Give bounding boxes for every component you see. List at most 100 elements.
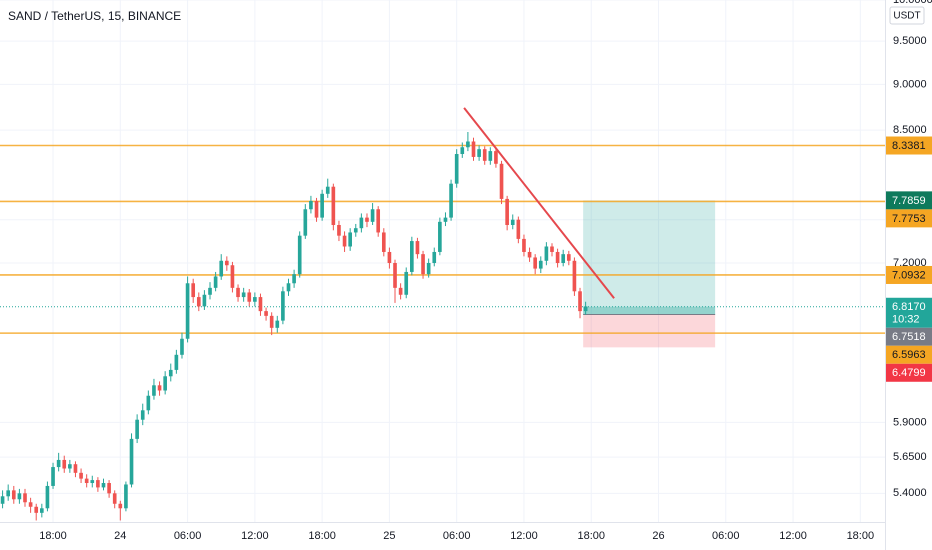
candle-body bbox=[79, 472, 83, 479]
x-tick-label: 26 bbox=[652, 530, 664, 542]
candle-body bbox=[34, 506, 39, 513]
candle-body bbox=[174, 354, 179, 370]
candle-body bbox=[337, 225, 341, 236]
candle-body bbox=[522, 238, 526, 252]
candle-body bbox=[258, 297, 263, 312]
candle-body bbox=[482, 149, 487, 161]
price-tag bbox=[886, 191, 932, 210]
candle-body bbox=[185, 283, 190, 339]
candle-body bbox=[348, 232, 352, 247]
candle-body bbox=[140, 410, 145, 420]
candle-body bbox=[544, 246, 549, 261]
candle-body bbox=[196, 297, 201, 307]
candle-body bbox=[107, 483, 111, 494]
price-tag bbox=[886, 297, 932, 328]
unit-box bbox=[889, 6, 925, 25]
candle-body bbox=[342, 235, 347, 247]
price-tag-label: 6.7518 bbox=[892, 331, 926, 343]
price-tag-label: 6.8170 bbox=[892, 301, 926, 313]
x-tick-label: 18:00 bbox=[577, 530, 605, 542]
candle-body bbox=[73, 464, 78, 473]
candle-body bbox=[303, 209, 308, 236]
candle-body bbox=[6, 490, 11, 497]
y-tick-label: 9.0000 bbox=[893, 78, 927, 90]
candle-body bbox=[415, 241, 420, 255]
price-tag bbox=[886, 363, 932, 382]
candle-body bbox=[269, 315, 274, 328]
candle-body bbox=[527, 251, 532, 258]
candle-body bbox=[550, 246, 554, 252]
candle-body bbox=[90, 480, 95, 484]
candle-body bbox=[219, 260, 224, 277]
open-pnl-zone bbox=[583, 306, 716, 315]
candle-body bbox=[421, 254, 425, 275]
candle-body bbox=[454, 154, 459, 184]
x-tick-label: 12:00 bbox=[241, 530, 269, 542]
candle-body bbox=[499, 163, 504, 199]
candle-body bbox=[146, 395, 151, 411]
candle-body bbox=[572, 260, 577, 292]
y-tick-label: 5.9000 bbox=[893, 416, 927, 428]
candle-body bbox=[253, 297, 257, 302]
candle-body bbox=[213, 276, 218, 288]
candle-body bbox=[376, 209, 381, 233]
candle-body bbox=[56, 459, 61, 468]
candle-body bbox=[477, 149, 481, 157]
candle-body bbox=[292, 274, 296, 284]
price-tag-label: 7.7859 bbox=[892, 195, 926, 207]
chart-title: SAND / TetherUS, 15, BINANCE bbox=[8, 9, 181, 23]
candle-body bbox=[247, 292, 252, 302]
price-tag bbox=[886, 209, 932, 228]
price-tag-label: 7.0932 bbox=[892, 269, 926, 281]
candle-body bbox=[96, 480, 100, 488]
candle-body bbox=[426, 263, 431, 275]
candle-body bbox=[0, 496, 5, 504]
y-tick-label: 7.2000 bbox=[893, 257, 927, 269]
price-tag bbox=[886, 327, 932, 346]
price-tag-label: 8.3381 bbox=[892, 140, 926, 152]
candle-body bbox=[353, 228, 358, 233]
price-tag bbox=[886, 265, 932, 284]
x-tick-label: 06:00 bbox=[443, 530, 471, 542]
price-tag-label: 6.5963 bbox=[892, 349, 926, 361]
candle-body bbox=[466, 141, 470, 148]
candle-body bbox=[566, 254, 571, 261]
y-tick-label: 10.0000 bbox=[893, 0, 932, 6]
candle-body bbox=[51, 467, 55, 486]
candle-body bbox=[118, 503, 123, 509]
candle-body bbox=[404, 271, 409, 295]
candle-body bbox=[510, 219, 515, 226]
trend-line bbox=[463, 107, 615, 299]
candle-body bbox=[583, 306, 588, 312]
candle-body bbox=[320, 193, 324, 218]
candle-body bbox=[561, 254, 566, 264]
target-zone bbox=[583, 200, 716, 315]
axes: 10.00009.50009.00008.50007.60007.20005.9… bbox=[39, 0, 932, 542]
candle-body bbox=[533, 257, 537, 269]
candle-body bbox=[191, 283, 196, 298]
candle-body bbox=[17, 493, 22, 500]
price-countdown: 10:32 bbox=[892, 314, 920, 326]
price-tag-label: 7.7753 bbox=[892, 213, 926, 225]
candle-body bbox=[23, 493, 27, 503]
candle-body bbox=[309, 200, 313, 210]
candle-body bbox=[180, 338, 184, 355]
candle-body bbox=[163, 376, 167, 391]
candle-body bbox=[152, 385, 156, 396]
candle-body bbox=[578, 291, 582, 312]
candle-body bbox=[387, 251, 392, 264]
plot-area bbox=[0, 107, 885, 521]
x-tick-label: 12:00 bbox=[510, 530, 538, 542]
x-tick-label: 18:00 bbox=[308, 530, 336, 542]
candle-body bbox=[281, 291, 285, 321]
candle-body bbox=[370, 209, 375, 222]
axis-unit: USDT bbox=[893, 11, 920, 22]
candle-body bbox=[410, 241, 414, 272]
candle-body bbox=[432, 251, 437, 264]
candle-body bbox=[112, 493, 117, 504]
y-tick-label: 5.4000 bbox=[893, 487, 927, 499]
price-tag bbox=[886, 345, 932, 364]
candle-body bbox=[28, 502, 33, 507]
candle-body bbox=[135, 419, 139, 439]
